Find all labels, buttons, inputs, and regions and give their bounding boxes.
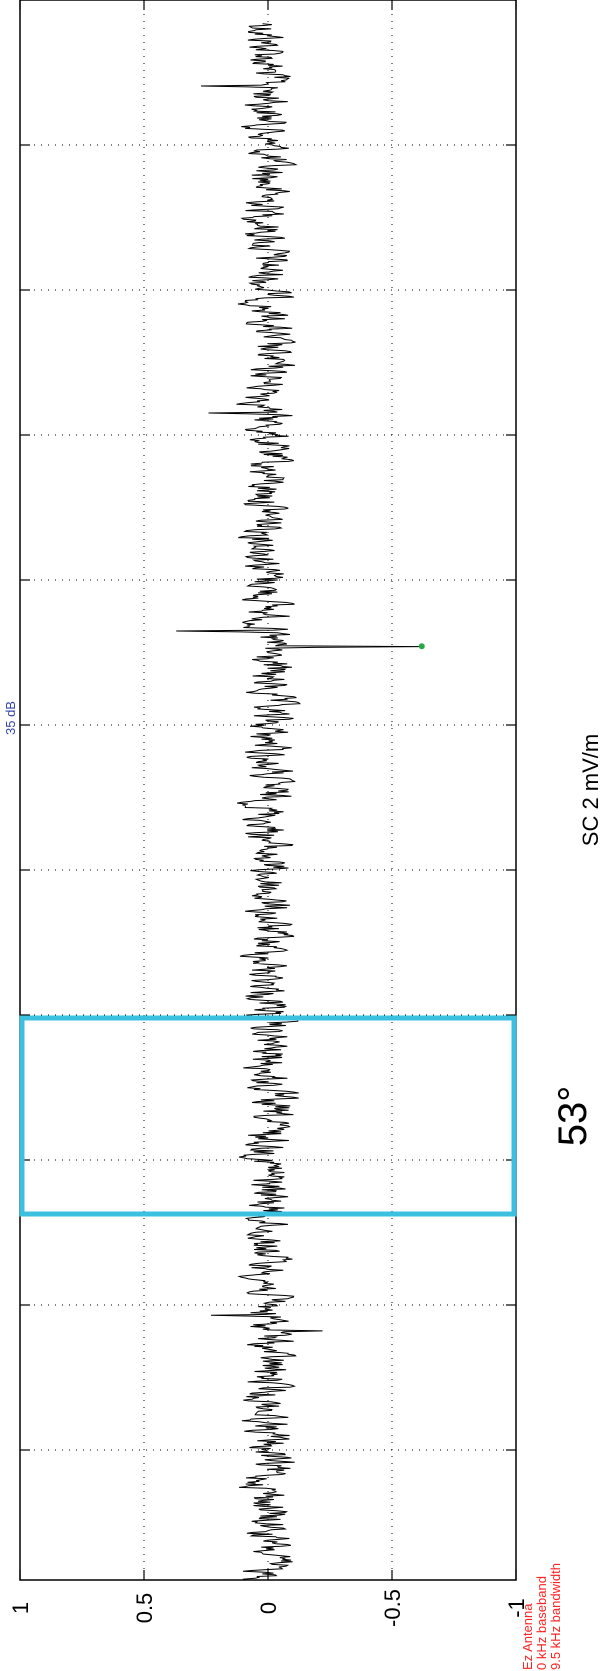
tick-layer: 1 0.5 0 -0.5 -1 [8,0,529,1627]
antenna-info-line-2: 0 kHz baseband [534,1576,549,1670]
y-tick-label: 0.5 [132,1593,157,1624]
event-marker [418,643,425,650]
antenna-info-group: Ez Antenna 0 kHz baseband 9.5 kHz bandwi… [520,1563,563,1670]
antenna-info-line-3: 9.5 kHz bandwidth [548,1563,563,1670]
angle-label: 53° [551,1086,595,1147]
y-axis-label-group: SC 2 mV/m [578,734,603,846]
y-tick-label: -1 [504,1598,529,1618]
trace-layer [176,23,425,1581]
signal-trace [176,23,422,1581]
db-label-group: 35 dB [3,701,18,735]
y-tick-label: -0.5 [380,1589,405,1627]
antenna-info-line-1: Ez Antenna [520,1603,535,1670]
y-axis-label: SC 2 mV/m [578,734,603,846]
y-tick-label: 1 [8,1602,33,1614]
highlight-box [19,1015,517,1217]
angle-label-group: 53° [551,1086,595,1147]
db-label: 35 dB [3,701,18,735]
y-tick-label: 0 [256,1602,281,1614]
